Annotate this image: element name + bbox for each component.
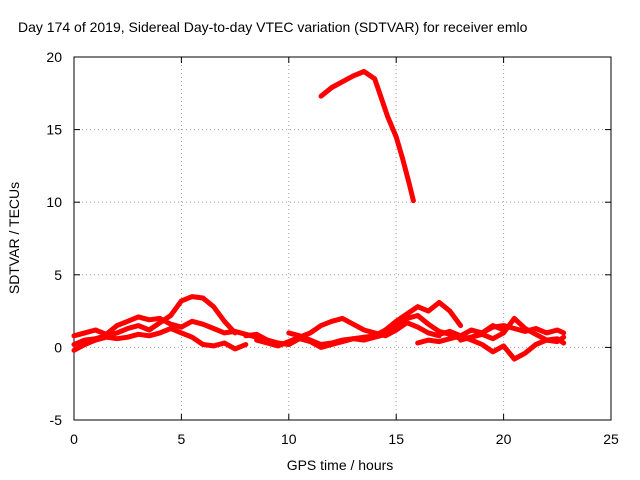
x-tick-label: 10 (281, 431, 297, 447)
y-tick-label: 5 (54, 267, 62, 283)
x-tick-label: 0 (70, 431, 78, 447)
y-tick-label: 15 (46, 122, 62, 138)
y-tick-label: 10 (46, 194, 62, 210)
x-axis-label: GPS time / hours (287, 457, 394, 473)
x-tick-label: 5 (178, 431, 186, 447)
y-tick-label: -5 (50, 412, 63, 428)
chart-title: Day 174 of 2019, Sidereal Day-to-day VTE… (18, 19, 528, 35)
y-tick-label: 0 (54, 339, 62, 355)
x-tick-label: 15 (388, 431, 404, 447)
y-tick-label: 20 (46, 49, 62, 65)
series-track-7 (415, 333, 567, 362)
axis-ticks: 0 5 10 15 20 25 -5 0 5 10 15 20 (46, 49, 619, 447)
series-group (71, 69, 567, 362)
series-track-3 (71, 326, 249, 353)
series-track-9 (458, 315, 567, 345)
series-track-10 (318, 69, 416, 204)
x-tick-label: 20 (496, 431, 512, 447)
x-tick-label: 25 (603, 431, 619, 447)
plot-frame (73, 56, 612, 421)
grid (74, 57, 611, 420)
series-track-8 (436, 323, 567, 339)
y-axis-label: SDTVAR / TECUs (6, 182, 22, 294)
